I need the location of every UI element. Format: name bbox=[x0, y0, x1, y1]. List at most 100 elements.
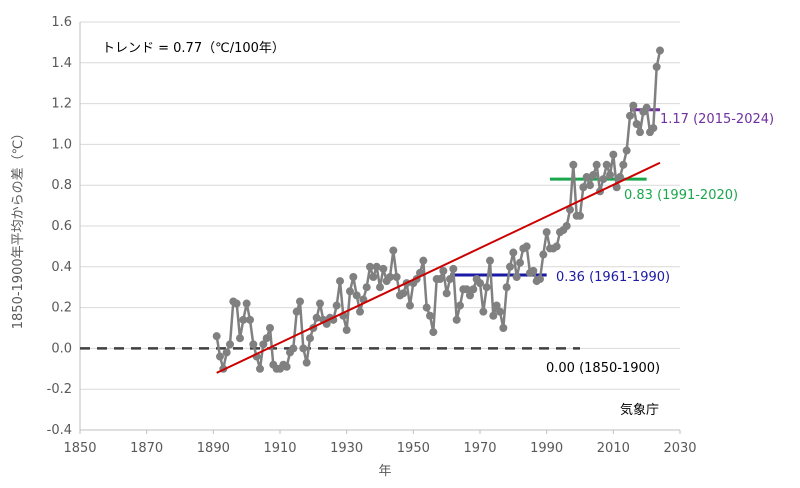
data-point bbox=[652, 62, 661, 71]
data-point bbox=[486, 256, 494, 265]
data-point bbox=[262, 334, 271, 343]
data-point bbox=[492, 301, 501, 310]
data-point bbox=[366, 262, 374, 271]
reference-label: 1.17 (2015-2024) bbox=[660, 112, 774, 127]
x-tick-label: 1930 bbox=[330, 441, 363, 456]
source-label: 気象庁 bbox=[620, 402, 659, 418]
data-point bbox=[496, 307, 504, 316]
data-point bbox=[422, 303, 431, 312]
data-point bbox=[256, 364, 264, 373]
y-tick-label: 0.4 bbox=[51, 260, 72, 275]
data-point bbox=[482, 283, 491, 292]
x-tick-label: 1990 bbox=[530, 441, 563, 456]
trend-annotation: トレンド = 0.77（℃/100年） bbox=[102, 41, 285, 56]
data-point bbox=[566, 205, 574, 214]
data-point bbox=[586, 181, 594, 190]
data-point bbox=[212, 332, 221, 341]
y-tick-labels: 1.6 1.4 1.2 1.0 0.8 0.6 0.4 0.2 0.0 -0.2 -0.4 bbox=[47, 15, 72, 438]
data-point bbox=[632, 120, 641, 128]
data-point bbox=[469, 285, 478, 294]
data-point bbox=[312, 313, 321, 322]
data-point bbox=[249, 340, 258, 349]
data-point bbox=[529, 266, 538, 275]
y-tick-label: 0.6 bbox=[51, 219, 72, 234]
reference-label: 0.36 (1961-1990) bbox=[556, 270, 670, 285]
trend-line-group bbox=[216, 161, 661, 374]
x-tick-label: 1950 bbox=[397, 441, 430, 456]
data-point bbox=[512, 273, 521, 281]
data-point bbox=[479, 307, 488, 316]
data-point bbox=[542, 228, 551, 237]
data-point bbox=[446, 275, 454, 284]
trend-line bbox=[216, 161, 661, 374]
data-point bbox=[379, 264, 388, 273]
data-point bbox=[476, 279, 484, 288]
data-point bbox=[589, 171, 598, 179]
reference-lines bbox=[80, 108, 660, 350]
data-point bbox=[522, 242, 531, 251]
x-tick-labels: 1850 1870 1890 1910 1930 1950 1970 1990 2010 2030 bbox=[63, 441, 696, 456]
x-tick-label: 1970 bbox=[463, 441, 496, 456]
data-point bbox=[299, 344, 308, 353]
data-point bbox=[536, 275, 544, 284]
data-point bbox=[392, 273, 401, 281]
data-point bbox=[342, 326, 351, 335]
data-point bbox=[349, 273, 358, 281]
data-point bbox=[626, 111, 634, 120]
y-tick-label: 1.2 bbox=[51, 97, 72, 112]
x-tick-label: 2030 bbox=[663, 441, 696, 456]
data-point bbox=[429, 328, 438, 337]
series-polyline bbox=[215, 50, 662, 371]
data-point bbox=[436, 275, 444, 284]
data-point bbox=[619, 160, 628, 169]
data-point bbox=[576, 211, 584, 220]
data-point bbox=[602, 160, 611, 169]
data-point bbox=[389, 246, 398, 255]
data-point bbox=[426, 311, 434, 320]
data-point bbox=[292, 307, 301, 316]
data-point bbox=[302, 358, 311, 367]
data-point bbox=[489, 311, 498, 320]
data-point bbox=[239, 315, 248, 324]
data-point bbox=[246, 315, 254, 324]
x-tick-label: 1890 bbox=[197, 441, 230, 456]
y-tick-label: 0.8 bbox=[51, 178, 72, 193]
data-point bbox=[499, 324, 508, 332]
series-line bbox=[215, 50, 662, 371]
data-point bbox=[282, 362, 291, 371]
axes bbox=[79, 22, 681, 434]
data-point bbox=[622, 146, 631, 155]
data-point bbox=[259, 340, 268, 349]
data-point bbox=[306, 334, 314, 343]
y-tick-label: 0.2 bbox=[51, 301, 72, 316]
data-point bbox=[642, 103, 651, 112]
data-point bbox=[506, 262, 514, 271]
data-point bbox=[616, 173, 624, 182]
data-point bbox=[609, 150, 618, 159]
data-point bbox=[456, 301, 464, 310]
data-point bbox=[649, 124, 658, 133]
x-tick-label: 1870 bbox=[130, 441, 163, 456]
data-point bbox=[562, 222, 571, 230]
data-point bbox=[216, 352, 224, 361]
data-point bbox=[452, 315, 461, 324]
x-tick-label: 1910 bbox=[263, 441, 296, 456]
data-point bbox=[592, 160, 601, 169]
data-point bbox=[636, 128, 644, 137]
y-axis-title: 1850-1900年平均からの差（℃） bbox=[11, 127, 26, 329]
x-axis-title: 年 bbox=[378, 464, 391, 479]
data-point bbox=[599, 175, 608, 184]
data-point bbox=[386, 273, 394, 281]
reference-labels: 0.00 (1850-1900) 0.36 (1961-1990) 0.83 (19… bbox=[546, 112, 774, 376]
data-point bbox=[266, 324, 274, 332]
data-point bbox=[236, 334, 244, 343]
data-point bbox=[226, 340, 234, 349]
x-tick-label: 2010 bbox=[597, 441, 630, 456]
data-point bbox=[356, 307, 364, 316]
data-point bbox=[552, 242, 561, 251]
data-point bbox=[516, 258, 524, 267]
data-point bbox=[346, 287, 354, 296]
data-point bbox=[222, 348, 231, 357]
data-point bbox=[629, 101, 638, 110]
data-point bbox=[582, 173, 591, 182]
